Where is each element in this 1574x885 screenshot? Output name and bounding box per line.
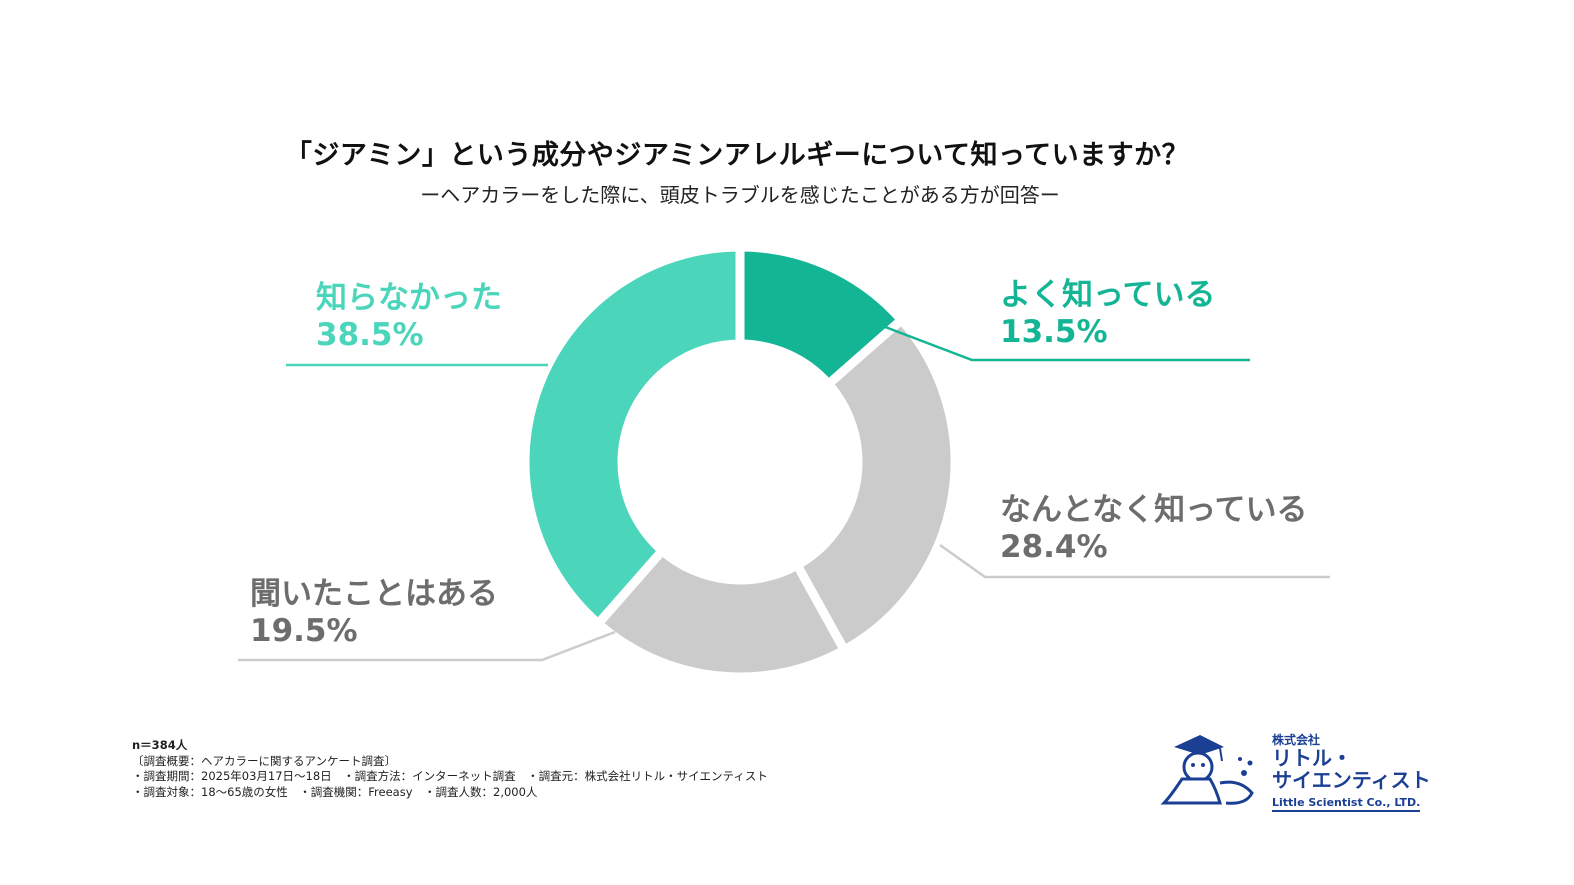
leader-line-2 — [939, 543, 1330, 579]
survey-details-line2: ・調査対象：18〜65歳の女性 ・調査機関：Freeasy ・調査人数：2,00… — [132, 784, 538, 799]
logo-name-line2: サイエンティスト — [1272, 768, 1431, 792]
company-logo-text: 株式会社 リトル・ サイエンティスト Little Scientist Co.,… — [1272, 733, 1431, 812]
slice-label-3: 聞いたことはある — [250, 576, 498, 612]
slice-label-1: よく知っている — [1000, 277, 1215, 313]
donut-slice-4 — [520, 242, 745, 630]
sample-size: n＝384人 — [132, 738, 188, 752]
chart-title: 「ジアミン」という成分やジアミンアレルギーについて知っていますか？ — [284, 140, 1190, 171]
slice-value-1: 13.5% — [1000, 314, 1108, 350]
slice-value-2: 28.4% — [1000, 529, 1108, 565]
leader-line-1 — [879, 323, 1250, 362]
company-logo-icon — [1160, 735, 1254, 805]
logo-company-type: 株式会社 — [1272, 733, 1321, 747]
survey-details-line1: ・調査期間：2025年03月17日〜18日 ・調査方法：インターネット調査 ・調… — [132, 769, 768, 783]
slice-label-2: なんとなく知っている — [1000, 492, 1308, 528]
survey-summary: 〔調査概要：ヘアカラーに関するアンケート調査〕 — [132, 753, 397, 768]
logo-name-line1: リトル・ — [1272, 746, 1352, 770]
slice-label-4: 知らなかった — [316, 280, 502, 316]
leader-line-3 — [238, 630, 616, 662]
logo-english-name: Little Scientist Co., LTD. — [1272, 796, 1421, 812]
chart-subtitle: ーヘアカラーをした際に、頭皮トラブルを感じたことがある方が回答ー — [420, 183, 1060, 207]
donut-slice-3 — [591, 544, 851, 682]
donut-slice-2 — [791, 313, 960, 657]
slice-value-3: 19.5% — [250, 613, 358, 649]
slice-value-4: 38.5% — [316, 317, 424, 353]
survey-notes: n＝384人 〔調査概要：ヘアカラーに関するアンケート調査〕 ・調査期間：202… — [132, 738, 768, 800]
